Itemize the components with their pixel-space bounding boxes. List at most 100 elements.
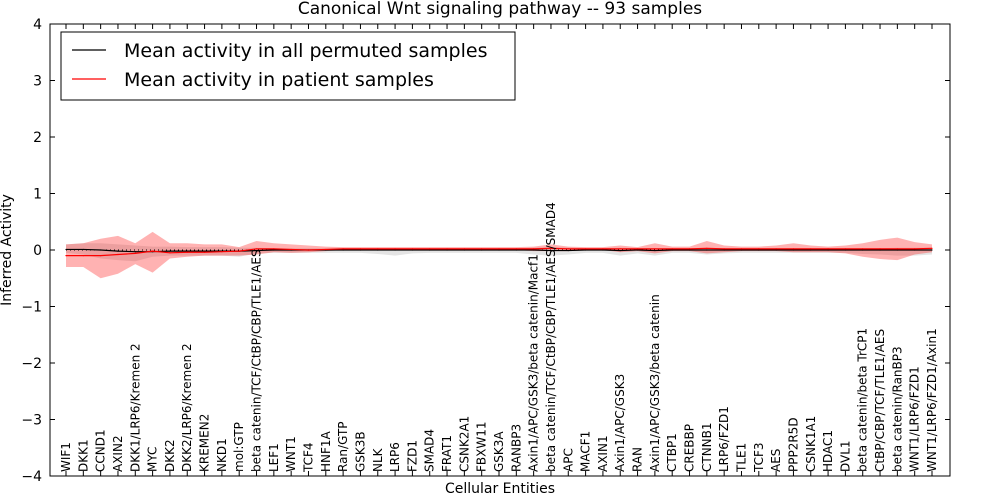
- data-point: [290, 248, 292, 251]
- x-tick-label: AES: [769, 449, 783, 472]
- data-point: [723, 249, 725, 251]
- data-point: [931, 247, 933, 249]
- x-tick-label: FBXW11: [475, 422, 489, 473]
- x-tick-label: CSNK1A1: [804, 416, 818, 472]
- data-point: [342, 248, 344, 250]
- data-point: [619, 248, 621, 250]
- y-tick-label: −3: [21, 413, 42, 429]
- data-point: [740, 249, 743, 251]
- data-point: [550, 247, 552, 249]
- x-tick-label: DKK2/LRP6/Kremen 2: [180, 343, 194, 472]
- data-point: [394, 248, 396, 250]
- x-tick-label: KREMEN2: [198, 414, 212, 472]
- data-point: [359, 248, 362, 250]
- x-tick-label: TLE1: [734, 443, 748, 473]
- data-point: [325, 248, 327, 251]
- x-tick-label: PPP2R5D: [786, 417, 800, 472]
- data-point: [602, 248, 604, 250]
- x-tick-label: GSK3B: [353, 431, 367, 472]
- x-tick-label: CTBP1: [665, 433, 679, 472]
- data-point: [446, 249, 448, 251]
- x-tick-label: beta catenin/beta TrCP1: [856, 328, 870, 472]
- x-tick-label: Axin1/APC/GSK3: [613, 374, 627, 472]
- data-point: [810, 248, 812, 250]
- data-point: [792, 248, 795, 250]
- data-point: [117, 250, 119, 252]
- data-point: [914, 249, 916, 251]
- x-tick-label: CtBP/CBP/TCF/TLE1/AES: [873, 329, 887, 472]
- data-point: [654, 248, 656, 250]
- data-point: [914, 248, 916, 250]
- data-point: [585, 248, 587, 250]
- data-point: [446, 248, 448, 250]
- data-point: [931, 249, 933, 251]
- x-tick-label: beta catenin/RanBP3: [890, 346, 904, 472]
- data-point: [688, 249, 691, 251]
- legend-frame: [60, 31, 516, 101]
- data-point: [134, 252, 136, 254]
- x-axis: WIF1 DKK1 CCND1 AXIN2 DKK1/LRP6/Kremen 2 MYC D…: [59, 24, 939, 476]
- data-point: [740, 248, 743, 250]
- data-point: [775, 249, 777, 251]
- data-point: [706, 247, 708, 249]
- legend-label-patient: Mean activity in patient samples: [124, 69, 434, 91]
- x-tick-label: Ran/GTP: [336, 421, 350, 472]
- x-tick-label: MYC: [146, 447, 160, 472]
- data-point: [758, 248, 760, 250]
- x-tick-label: AXIN2: [111, 435, 125, 472]
- data-point: [688, 248, 691, 250]
- data-point: [377, 249, 379, 251]
- data-point: [429, 249, 431, 251]
- x-tick-label: CSNK2A1: [457, 416, 471, 472]
- data-point: [273, 249, 275, 251]
- data-point: [203, 251, 206, 253]
- x-tick-label: APC: [561, 448, 575, 472]
- data-point: [827, 248, 829, 250]
- data-point: [65, 255, 67, 257]
- data-point: [844, 249, 847, 251]
- data-point: [654, 249, 656, 252]
- data-point: [498, 248, 500, 250]
- x-tick-label: mol:GTP: [232, 422, 246, 472]
- data-point: [533, 248, 535, 250]
- x-tick-label: CCND1: [94, 429, 108, 472]
- data-point: [896, 249, 898, 251]
- data-point: [671, 248, 673, 250]
- x-tick-label: WNT1/LRP6/FZD1/Axin1: [925, 328, 939, 472]
- data-point: [238, 250, 240, 252]
- chart-title: Canonical Wnt signaling pathway -- 93 sa…: [298, 0, 702, 19]
- data-point: [533, 249, 535, 251]
- data-point: [152, 250, 154, 252]
- data-point: [723, 248, 725, 250]
- legend: Mean activity in all permuted samples Me…: [60, 31, 516, 101]
- data-point: [619, 249, 621, 252]
- y-axis-label: Inferred Activity: [0, 194, 15, 306]
- x-tick-label: CTNNB1: [700, 422, 714, 472]
- x-tick-label: RANBP3: [509, 424, 523, 472]
- x-tick-label: NKD1: [215, 438, 229, 472]
- data-point: [827, 249, 829, 251]
- data-point: [481, 249, 483, 251]
- x-axis-label: Cellular Entities: [445, 481, 555, 497]
- data-point: [636, 248, 639, 250]
- x-tick-label: DKK1/LRP6/Kremen 2: [128, 343, 142, 472]
- legend-label-permuted: Mean activity in all permuted samples: [124, 40, 487, 62]
- data-point: [221, 251, 223, 253]
- data-point: [411, 248, 413, 250]
- data-point: [862, 248, 864, 250]
- data-point: [255, 249, 258, 252]
- x-tick-label: FRAT1: [440, 435, 454, 472]
- data-point: [359, 249, 362, 251]
- y-tick-label: 2: [33, 130, 42, 146]
- data-point: [100, 255, 102, 257]
- y-tick-label: 3: [33, 74, 42, 90]
- data-point: [411, 249, 413, 251]
- x-tick-label: LRP6/FZD1: [717, 406, 731, 472]
- x-tick-label: beta catenin/TCF/CtBP/CBP/TLE1/AES/SMAD4: [544, 202, 558, 472]
- data-point: [567, 248, 569, 250]
- y-tick-label: −4: [21, 469, 42, 485]
- band-patient: [66, 231, 932, 279]
- x-tick-label: FZD1: [405, 440, 419, 472]
- band-permuted: [66, 243, 932, 262]
